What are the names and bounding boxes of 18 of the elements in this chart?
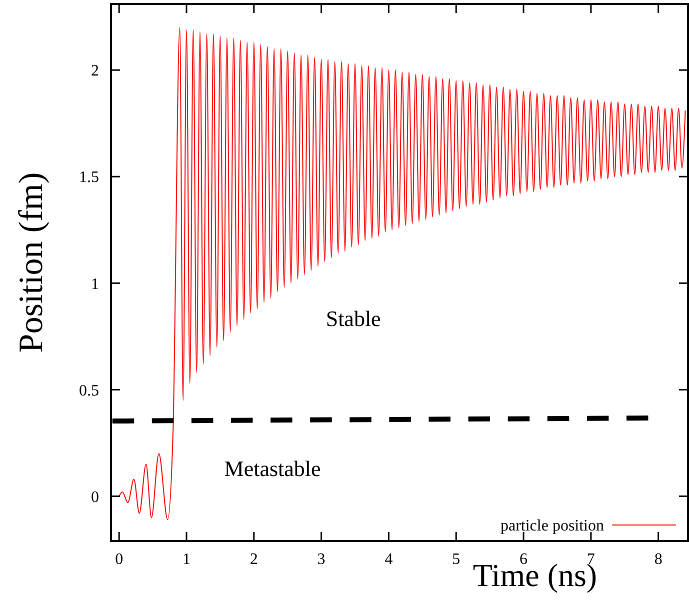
- y-tick-label: 1.5: [79, 169, 99, 186]
- y-tick-label: 0: [91, 488, 99, 506]
- x-tick-label: 3: [317, 551, 326, 568]
- x-tick-label: 5: [452, 551, 460, 568]
- line-series: [118, 26, 686, 520]
- legend-label: particle position: [500, 518, 604, 535]
- x-tick-label: 0: [115, 551, 124, 568]
- y-tick-label: 2: [91, 62, 99, 80]
- x-tick-label: 2: [250, 551, 258, 568]
- x-tick-label: 4: [384, 551, 393, 568]
- x-tick-label: 1: [182, 551, 190, 568]
- annotation: Metastable: [224, 456, 321, 482]
- annotation: Stable: [326, 306, 381, 331]
- y-axis-title: Position (fm): [13, 172, 50, 353]
- x-tick-label: 8: [654, 551, 662, 568]
- y-tick-label: 1: [91, 276, 99, 293]
- x-tick-label: 6: [520, 551, 528, 568]
- y-tick-label: 0.5: [79, 382, 99, 400]
